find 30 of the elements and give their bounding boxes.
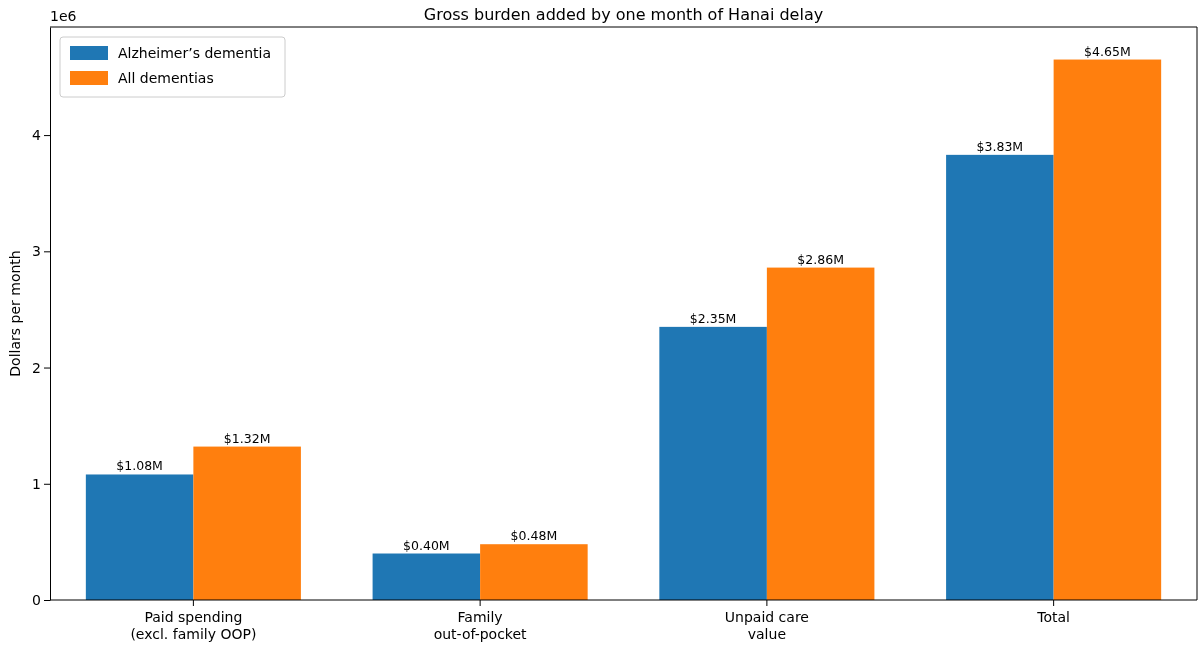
y-tick-label: 2 xyxy=(32,359,41,376)
data-label: $4.65M xyxy=(1084,43,1131,59)
bar xyxy=(946,154,1054,600)
data-label: $0.48M xyxy=(510,528,558,544)
bar xyxy=(1053,59,1162,600)
x-tick-label: Family out-of-pocket xyxy=(433,609,528,642)
y-axis-title: Dollars per month xyxy=(7,250,23,377)
y-tick-label: 0 xyxy=(32,591,41,608)
data-label: $1.32M xyxy=(223,430,271,446)
y-tick-label: 3 xyxy=(32,243,41,260)
legend-label: Alzheimer’s dementia xyxy=(118,45,271,61)
y-tick-label: 1 xyxy=(32,475,41,492)
legend-label: All dementias xyxy=(118,70,214,86)
data-label: $0.40M xyxy=(403,537,450,553)
bar xyxy=(372,553,481,600)
chart-title: Gross burden added by one month of Hanai delay xyxy=(423,5,824,24)
y-tick-label: 4 xyxy=(32,127,42,144)
bar xyxy=(193,446,301,600)
bar xyxy=(766,267,875,600)
bar xyxy=(480,544,588,600)
text: 1e6 xyxy=(50,8,77,24)
bar xyxy=(659,326,767,600)
data-label: $2.35M xyxy=(689,310,737,326)
x-tick-label: Total xyxy=(1036,609,1070,625)
data-label: $1.08M xyxy=(116,458,163,474)
x-tick-label: Unpaid care value xyxy=(724,609,809,642)
data-label: $2.86M xyxy=(797,251,844,267)
data-label: $3.83M xyxy=(976,138,1024,154)
bar xyxy=(85,474,194,600)
x-tick-label: Paid spending (excl. family OOP) xyxy=(130,609,257,642)
